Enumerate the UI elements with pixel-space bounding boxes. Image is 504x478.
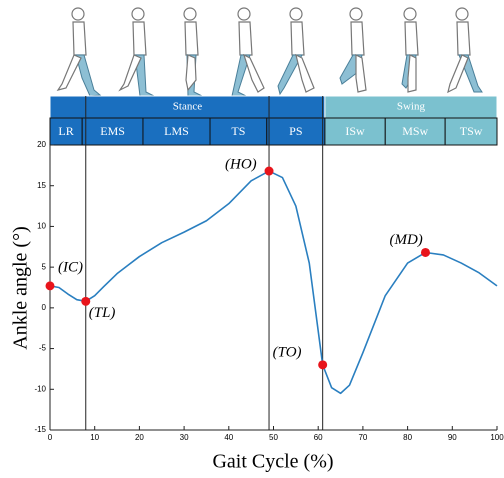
- x-tick-label: 0: [48, 433, 53, 442]
- y-tick-label: -10: [34, 384, 46, 393]
- event-label: (HO): [225, 156, 257, 172]
- x-tick-label: 20: [135, 433, 144, 442]
- x-axis-label: Gait Cycle (%): [212, 451, 333, 473]
- y-tick-label: 5: [42, 262, 47, 271]
- x-tick-label: 30: [180, 433, 189, 442]
- event-label: (TL): [89, 305, 116, 321]
- chart: Ankle angle (°) Gait Cycle (%) Stance Swi…: [0, 0, 504, 478]
- walking-figures: [58, 8, 482, 96]
- y-tick-label: -5: [39, 344, 47, 353]
- phase-label: PS: [289, 124, 302, 138]
- x-tick-label: 90: [448, 433, 457, 442]
- event-marker: [46, 281, 55, 290]
- y-axis-label: Ankle angle (°): [10, 226, 32, 350]
- x-tick-label: 50: [269, 433, 278, 442]
- event-label: (TO): [273, 344, 302, 360]
- period-label: Stance: [173, 101, 202, 113]
- y-tick-label: 20: [37, 140, 46, 149]
- event-marker: [318, 360, 327, 369]
- event-label: (MD): [389, 232, 422, 248]
- y-tick-label: 15: [37, 181, 46, 190]
- phase-label: LMS: [164, 124, 189, 138]
- period-label: Swing: [397, 101, 426, 113]
- phase-label: TS: [231, 124, 245, 138]
- x-tick-label: 10: [90, 433, 99, 442]
- phase-label: LR: [58, 124, 73, 138]
- y-tick-label: -15: [34, 425, 46, 434]
- y-tick-label: 0: [42, 303, 47, 312]
- event-marker: [421, 248, 430, 257]
- phase-label: MSw: [402, 124, 428, 138]
- y-tick-label: 10: [37, 222, 46, 231]
- event-label: (IC): [58, 259, 83, 275]
- x-tick-label: 70: [358, 433, 367, 442]
- phase-label: ISw: [345, 124, 365, 138]
- x-tick-label: 100: [490, 433, 504, 442]
- phase-label: EMS: [100, 124, 125, 138]
- x-tick-label: 60: [314, 433, 323, 442]
- event-marker: [265, 167, 274, 176]
- phase-label: TSw: [460, 124, 483, 138]
- x-tick-label: 40: [224, 433, 233, 442]
- x-tick-label: 80: [403, 433, 412, 442]
